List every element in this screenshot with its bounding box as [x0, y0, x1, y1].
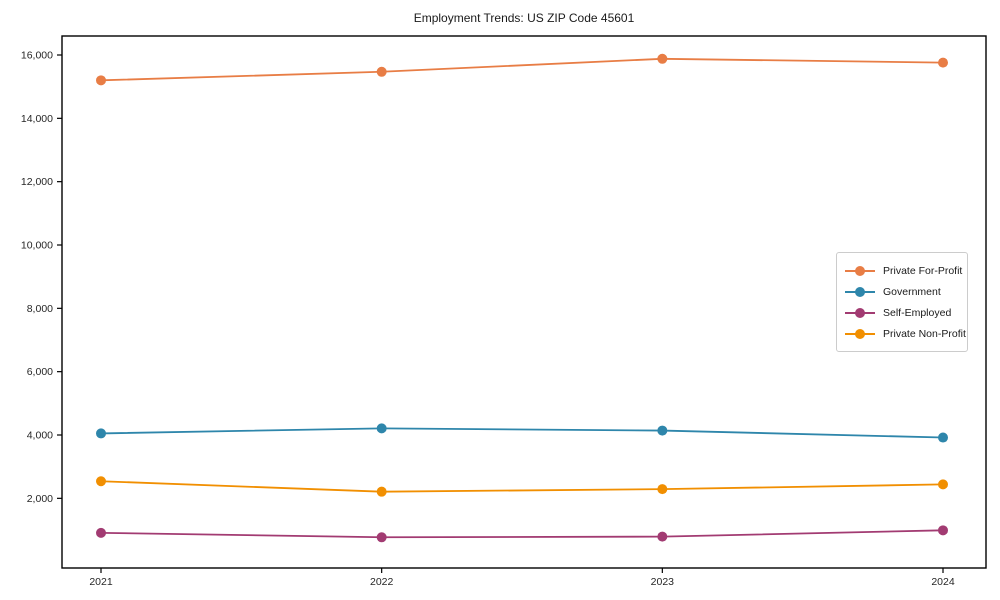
y-tick-label: 16,000	[21, 50, 53, 62]
data-point-government-2021	[96, 428, 106, 439]
data-point-self-employed-2023	[657, 531, 668, 542]
data-point-private-non-profit-2022	[376, 486, 387, 497]
x-tick-label: 2023	[651, 576, 675, 588]
series-line-self-employed	[100, 529, 944, 539]
legend: Private For-Profit Government Self-Employe…	[836, 252, 968, 352]
axes-frame	[61, 35, 987, 569]
x-tick-label: 2022	[370, 576, 394, 588]
legend-marker-icon	[845, 265, 875, 276]
data-point-government-2024	[938, 432, 948, 443]
data-point-private-non-profit-2024	[938, 479, 948, 490]
legend-marker-icon	[845, 328, 875, 339]
data-point-government-2022	[376, 423, 387, 434]
y-tick-label: 6,000	[27, 366, 53, 378]
x-tick-label: 2024	[931, 576, 955, 588]
legend-marker-icon	[845, 307, 875, 318]
data-point-private-non-profit-2021	[96, 476, 106, 487]
data-point-private-for-profit-2023	[657, 53, 668, 64]
series-line-private-non-profit	[100, 480, 944, 493]
data-point-private-for-profit-2022	[376, 66, 387, 77]
data-point-private-for-profit-2021	[96, 75, 106, 86]
y-tick-label: 8,000	[27, 303, 53, 315]
y-tick-label: 4,000	[27, 430, 53, 442]
data-point-self-employed-2024	[938, 525, 948, 536]
y-tick-label: 2,000	[27, 493, 53, 505]
data-point-self-employed-2021	[96, 527, 106, 538]
y-tick-label: 12,000	[21, 176, 53, 188]
legend-item-private-non-profit: Private Non-Profit	[845, 323, 966, 344]
legend-item-private-for-profit: Private For-Profit	[845, 260, 963, 281]
legend-label: Private Non-Profit	[883, 327, 966, 340]
data-point-government-2023	[657, 425, 668, 436]
series-line-government	[100, 427, 944, 439]
legend-label: Self-Employed	[883, 306, 952, 319]
data-point-private-non-profit-2023	[657, 484, 668, 495]
series-line-private-for-profit	[100, 57, 944, 82]
legend-item-government: Government	[845, 281, 959, 302]
y-tick-label: 14,000	[21, 113, 53, 125]
data-point-self-employed-2022	[376, 532, 387, 543]
chart-title: Employment Trends: US ZIP Code 45601	[413, 11, 635, 25]
x-tick-label: 2021	[89, 576, 113, 588]
legend-label: Government	[883, 285, 941, 298]
legend-item-self-employed: Self-Employed	[845, 302, 959, 323]
y-tick-label: 10,000	[21, 240, 53, 252]
legend-label: Private For-Profit	[883, 264, 963, 277]
legend-marker-icon	[845, 286, 875, 297]
data-point-private-for-profit-2024	[938, 57, 948, 68]
